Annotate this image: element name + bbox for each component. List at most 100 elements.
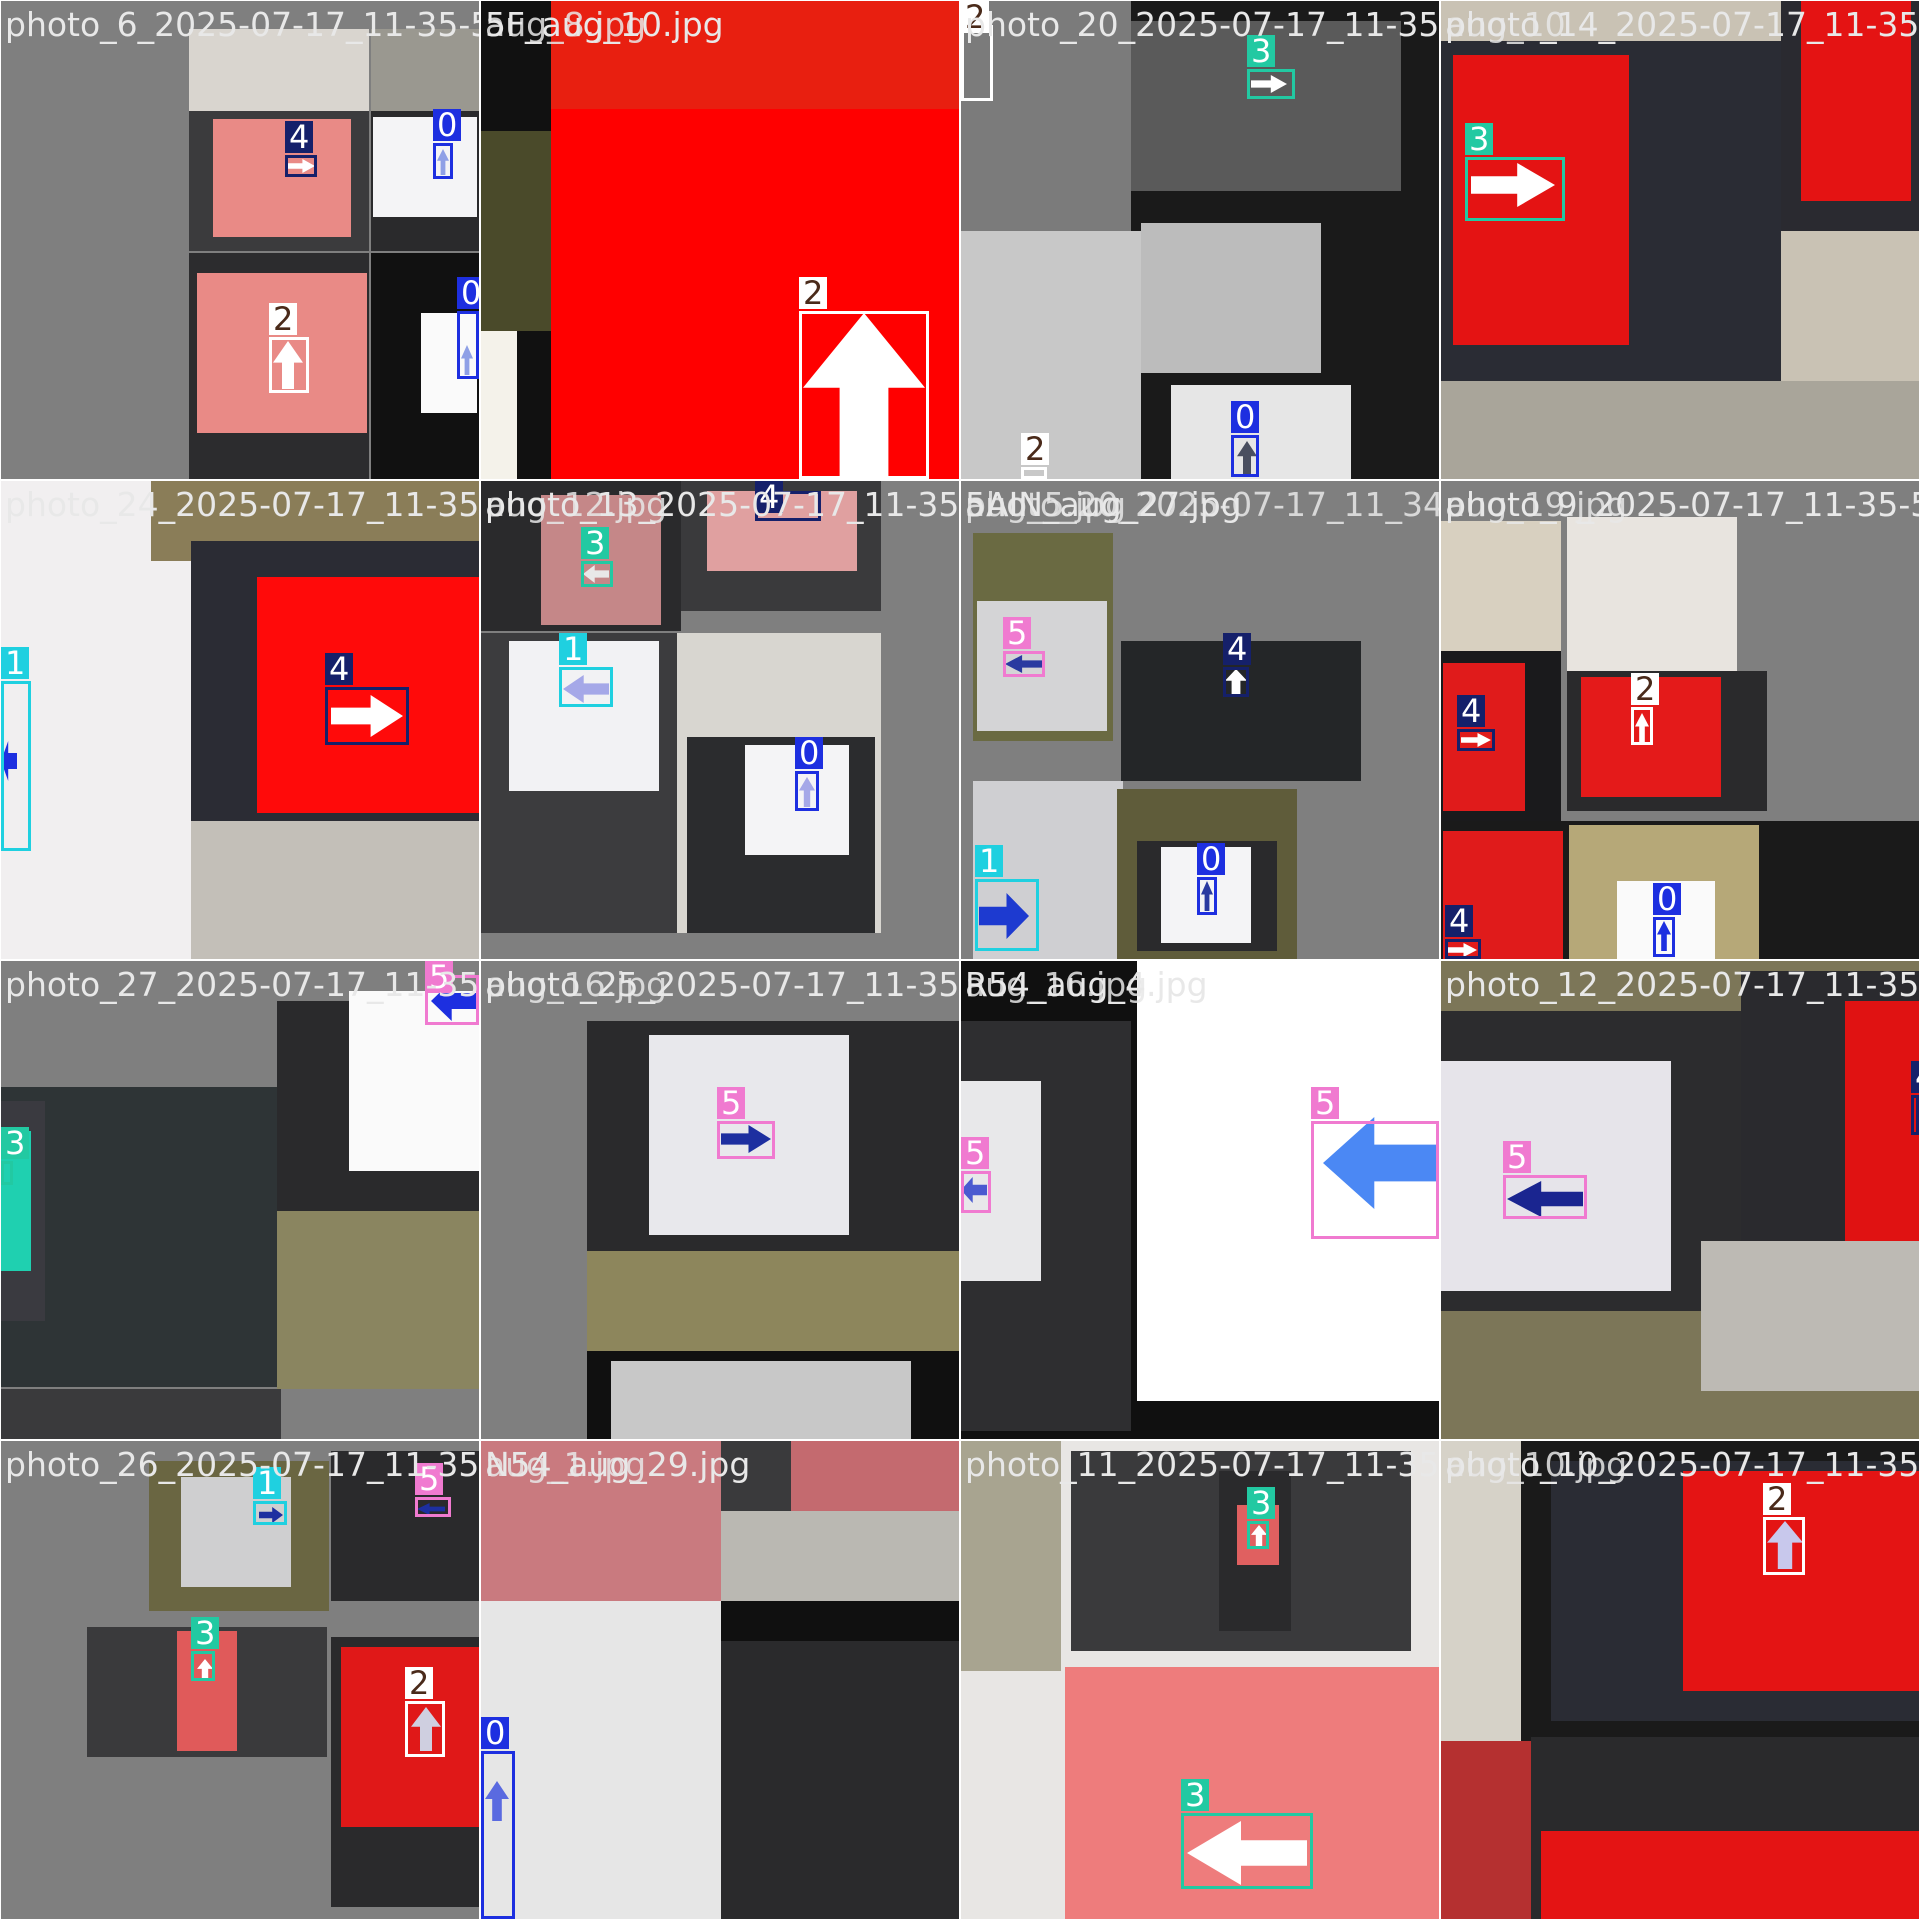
photo-region xyxy=(1801,1,1911,201)
photo-region xyxy=(961,1081,1041,1281)
mosaic-tile: 3 1 0 4photo_13_2025-07-17_11-35-54aug_12.j… xyxy=(480,480,960,960)
detection-label: 3 xyxy=(1,1127,30,1159)
arrow-left-icon xyxy=(1,741,17,781)
photo-region xyxy=(1141,223,1321,373)
arrow-right-icon xyxy=(331,695,403,737)
photo-region xyxy=(1441,381,1919,479)
detection-box xyxy=(1311,1121,1439,1239)
detection-label: 2 xyxy=(269,303,298,335)
photo-region xyxy=(277,1211,479,1389)
detection-label: 0 xyxy=(795,737,824,769)
photo-region xyxy=(481,1601,721,1919)
photo-region xyxy=(481,131,551,331)
photo-region xyxy=(1441,1441,1521,1741)
photo-region xyxy=(961,1441,1061,1671)
photo-region xyxy=(481,331,517,479)
detection-box xyxy=(191,1651,215,1681)
detection-box xyxy=(1457,729,1495,751)
detection-box xyxy=(1181,1813,1313,1889)
photo-region xyxy=(611,1361,911,1439)
detection-label: 3 xyxy=(1247,35,1276,67)
detection-label: 3 xyxy=(191,1617,220,1649)
arrow-up-icon xyxy=(1767,1521,1803,1569)
detection-box xyxy=(457,311,479,379)
photo-region xyxy=(551,1,959,109)
detection-box xyxy=(1465,157,1565,221)
photo-region xyxy=(1,1087,281,1387)
detection-box xyxy=(961,1171,991,1213)
detection-label: 4 xyxy=(325,653,354,685)
detection-label: 5 xyxy=(1003,617,1032,649)
mosaic-tile: 2 5F_aug_10.jpg aug_8.jpg xyxy=(480,0,960,480)
mosaic-tile: 4 1 photo_24_2025-07-17_11-35-54 xyxy=(0,480,480,960)
photo-region xyxy=(1441,1741,1541,1919)
detection-box xyxy=(975,879,1039,951)
detection-label: 4 xyxy=(1223,633,1252,665)
mosaic-tile: 4 0 2 0 photo_6_2025-07-17_11-35-54 xyxy=(0,0,480,480)
detection-label: 2 xyxy=(405,1667,434,1699)
detection-label: 5 xyxy=(415,1463,444,1495)
detection-box xyxy=(1003,651,1045,677)
photo-region xyxy=(541,495,661,625)
arrow-up-icon xyxy=(461,345,473,375)
mosaic-tile: 1 5 3 2 photo_26_2025-07-17_11-35-54 xyxy=(0,1440,480,1920)
detection-label: 0 xyxy=(1231,401,1260,433)
detection-label: 0 xyxy=(433,109,462,141)
filename-caption: photo_20_2025-07-17_11_34_46 xyxy=(965,485,1439,524)
photo-region xyxy=(509,641,659,791)
photo-region xyxy=(721,1511,959,1601)
filename-caption: photo_20_2025-07-17_11-35-54 xyxy=(965,5,1440,44)
filename-caption: photo_13_2025-07-17_11-35-54 xyxy=(485,485,960,524)
detection-box xyxy=(325,687,409,745)
detection-label: 5 xyxy=(1311,1087,1340,1119)
mosaic-tile: 5 3 photo_27_2025-07-17_11-35-54 xyxy=(0,960,480,1440)
detection-label: 4 xyxy=(1445,905,1474,937)
detection-label: 2 xyxy=(799,277,828,309)
detection-box xyxy=(1911,1095,1919,1135)
filename-caption: aug_16.jpg xyxy=(485,965,668,1004)
detection-label: 1 xyxy=(559,633,588,665)
arrow-right-icon xyxy=(1251,75,1287,93)
arrow-left-icon xyxy=(1187,1821,1307,1885)
arrow-up-icon xyxy=(485,1781,509,1821)
photo-region xyxy=(191,821,479,959)
detection-label: 5 xyxy=(425,961,454,993)
photo-region xyxy=(1453,55,1629,345)
detection-box xyxy=(1,681,31,851)
mosaic-tile: 0 N54_aug_29.jpg aug_1.jpg xyxy=(480,1440,960,1920)
detection-box xyxy=(1021,467,1047,479)
filename-caption: 5F_aug_10.jpg xyxy=(485,5,724,44)
photo-region xyxy=(1541,1831,1919,1919)
detection-box xyxy=(1,1161,13,1185)
detection-box xyxy=(415,1497,451,1517)
filename-caption: photo_12_2025-07-17_11-35-54 xyxy=(1445,965,1920,1004)
arrow-right-icon xyxy=(721,1125,771,1153)
detection-box xyxy=(285,155,317,177)
detection-box xyxy=(799,311,929,479)
detection-box xyxy=(1223,667,1249,697)
filename-caption: R54_aug_4.jpg xyxy=(965,965,1208,1004)
detection-box xyxy=(1503,1175,1587,1219)
filename-caption: aug_19.jpg xyxy=(1445,485,1628,524)
detection-label: 0 xyxy=(457,277,479,309)
photo-region xyxy=(349,991,479,1171)
arrow-up-icon xyxy=(197,1659,213,1681)
detection-box xyxy=(1247,1521,1269,1549)
detection-label: 5 xyxy=(717,1087,746,1119)
filename-caption: photo_11_2025-07-17_11-35-54 xyxy=(965,1445,1440,1484)
detection-label: 4 xyxy=(285,121,314,153)
arrow-left-icon xyxy=(1323,1117,1437,1209)
arrow-up-icon xyxy=(273,341,303,389)
detection-box xyxy=(1247,69,1295,99)
photo-region xyxy=(481,1441,721,1601)
photo-region xyxy=(257,577,479,813)
arrow-left-icon xyxy=(417,1503,445,1515)
arrow-up-icon xyxy=(1237,441,1257,475)
photo-region xyxy=(961,1,1131,231)
photo-region xyxy=(1845,1001,1919,1241)
filename-caption: aug_1.jpg xyxy=(485,1445,647,1484)
arrow-right-icon xyxy=(1471,163,1555,207)
photo-region xyxy=(1683,1471,1919,1691)
detection-box xyxy=(581,561,613,587)
